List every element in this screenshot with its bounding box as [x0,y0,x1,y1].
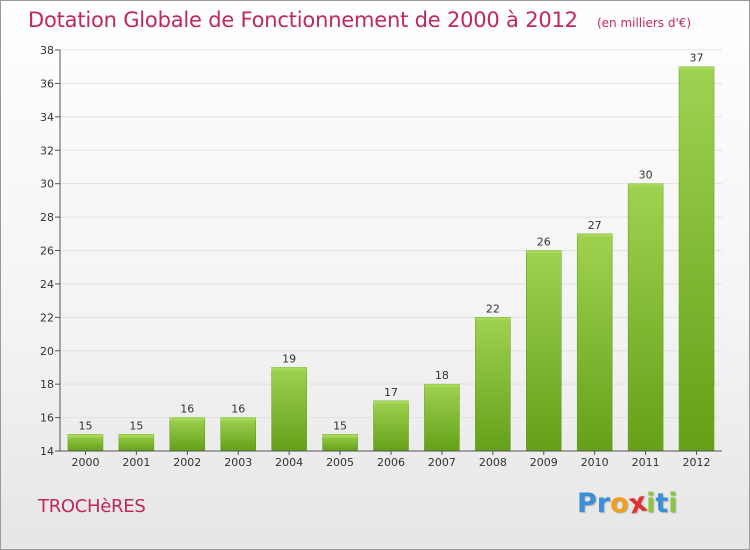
logo-letter: o [610,488,629,519]
bar-highlight [67,434,103,438]
x-tick-label-2010: 2010 [581,456,609,469]
value-label-2002: 16 [180,403,194,416]
x-tick-label-2008: 2008 [479,456,507,469]
value-label-2010: 27 [588,219,602,232]
value-label-2011: 30 [639,169,653,182]
x-tick-label-2009: 2009 [530,456,558,469]
value-label-2006: 17 [384,386,398,399]
y-tick-label: 32 [40,144,54,157]
logo-letter: i [668,488,678,519]
bar-2002 [169,417,206,452]
y-tick-label: 30 [40,178,54,191]
value-label-2009: 26 [537,236,551,249]
chart-subtitle: (en milliers d'€) [596,16,692,30]
x-tick-label-2006: 2006 [377,456,405,469]
y-tick-label: 24 [40,278,54,291]
bar-highlight [271,367,307,371]
x-tick-label-2005: 2005 [326,456,354,469]
bar-highlight [322,434,358,438]
chart-title-row: Dotation Globale de Fonctionnement de 20… [28,8,691,32]
logo-letter: i [646,488,656,519]
logo-letter: t [655,488,669,519]
value-label-2012: 37 [690,52,704,65]
x-tick-label-2007: 2007 [428,456,456,469]
bar-layer: 15 15 16 16 19 15 17 18 22 26 27 30 37 [67,52,715,452]
bar-highlight [373,400,409,404]
bar-highlight [679,66,715,70]
y-tick-label: 26 [40,245,54,258]
bar-highlight [118,434,154,438]
bar-highlight [424,384,460,388]
axis-layer: 14 16 18 20 22 24 26 28 30 32 34 36 38 2000 2001 2002 20… [40,44,722,469]
bar-2003 [220,417,256,452]
y-tick-label: 16 [40,412,54,425]
value-label-2001: 15 [129,419,143,432]
bar-2008 [475,317,511,452]
y-tick-label: 36 [40,77,54,90]
bar-2009 [526,250,562,452]
logo-letter: P [577,488,597,519]
bar-2004 [271,367,307,452]
x-tick-label-2004: 2004 [275,456,303,469]
value-label-2008: 22 [486,302,500,315]
logo-letter: r [596,488,611,519]
bar-highlight [220,417,256,421]
bar-2007 [424,383,460,452]
bar-2006 [373,400,409,452]
bar-highlight [577,233,613,237]
y-tick-label: 20 [40,345,54,358]
proxiti-logo[interactable]: Proxiti [577,487,678,521]
commune-name: TROCHèRES [38,496,146,517]
x-tick-label-2011: 2011 [632,456,660,469]
chart-title: Dotation Globale de Fonctionnement de 20… [28,8,578,32]
x-tick-label-2002: 2002 [173,456,201,469]
y-tick-label: 34 [40,111,54,124]
bar-2011 [627,183,664,452]
bar-2010 [576,233,613,452]
x-tick-label-2012: 2012 [683,456,711,469]
value-label-2005: 15 [333,419,347,432]
y-tick-label: 22 [40,311,54,324]
y-tick-label: 28 [40,211,54,224]
y-tick-label: 14 [40,445,54,458]
x-tick-label-2001: 2001 [122,456,150,469]
y-tick-label: 18 [40,378,54,391]
value-label-2000: 15 [78,419,92,432]
value-label-2003: 16 [231,403,245,416]
bar-2012 [678,66,715,452]
y-tick-label: 38 [40,44,54,57]
bar-highlight [526,250,562,254]
x-tick-label-2000: 2000 [71,456,99,469]
x-tick-label-2003: 2003 [224,456,252,469]
value-label-2004: 19 [282,352,296,365]
bar-highlight [628,183,664,187]
value-label-2007: 18 [435,369,449,382]
bar-highlight [169,417,205,421]
bar-highlight [475,317,511,321]
